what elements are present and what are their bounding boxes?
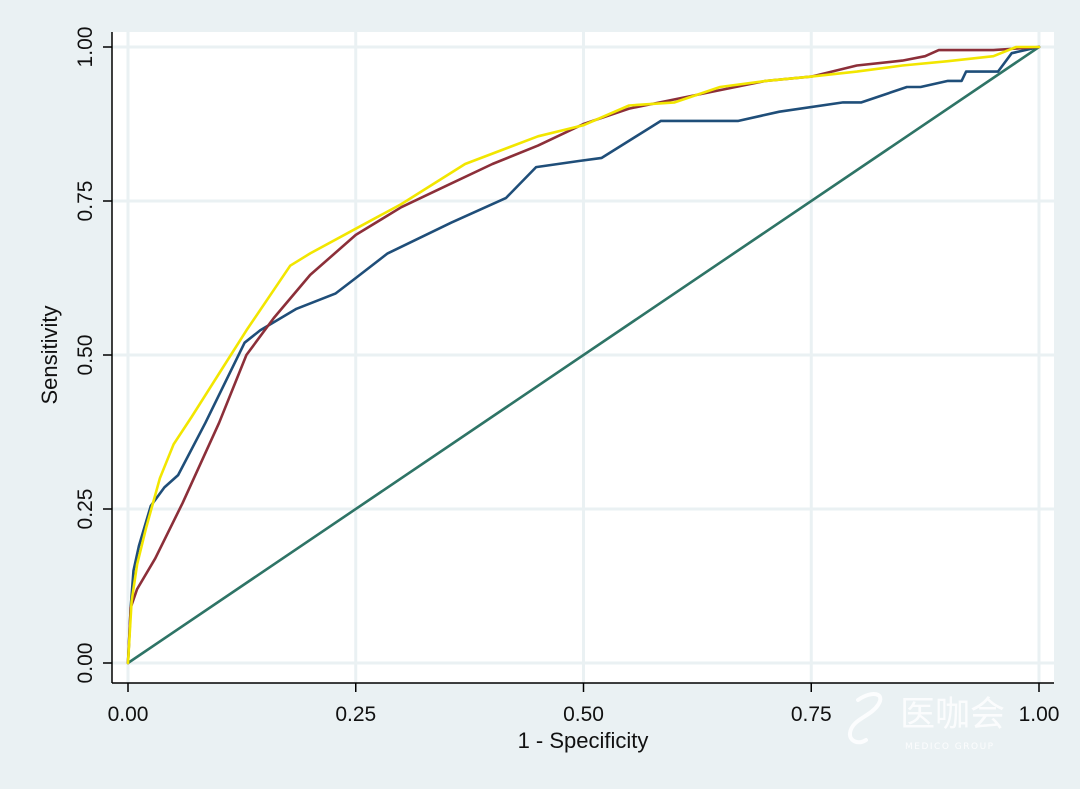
- y-tick-label: 0.50: [74, 335, 97, 376]
- roc-curve-series-4: [126, 45, 1041, 665]
- x-tick-label: 0.50: [563, 703, 604, 726]
- y-tick-label: 0.25: [74, 489, 97, 530]
- x-tick-label: 0.00: [108, 703, 149, 726]
- roc-curve-series-2: [126, 45, 1041, 665]
- y-tick-label: 0.75: [74, 181, 97, 222]
- x-tick-label: 0.25: [335, 703, 376, 726]
- x-tick-label: 0.75: [791, 703, 832, 726]
- watermark-subtext: MEDICO GROUP: [905, 742, 995, 752]
- x-axis-title: 1 - Specificity: [518, 728, 649, 753]
- grid-lines: [112, 32, 1054, 683]
- roc-curve-series-1: [126, 45, 1041, 665]
- x-tick-label: 1.00: [1019, 703, 1060, 726]
- watermark-logo: 医咖会 MEDICO GROUP: [847, 692, 1005, 752]
- y-axis-title: Sensitivity: [37, 305, 62, 404]
- watermark-swirl-icon: [847, 692, 883, 745]
- roc-curves: [126, 45, 1041, 665]
- y-tick-label: 0.00: [74, 643, 97, 684]
- y-tick-label: 1.00: [74, 27, 97, 68]
- tick-marks: 0.00 0.25 0.50 0.75 1.00 0.00 0.25 0.50 0.75 1.00: [74, 27, 1059, 726]
- roc-curve-series-3: [126, 45, 1041, 665]
- watermark-text: 医咖会: [900, 695, 1005, 735]
